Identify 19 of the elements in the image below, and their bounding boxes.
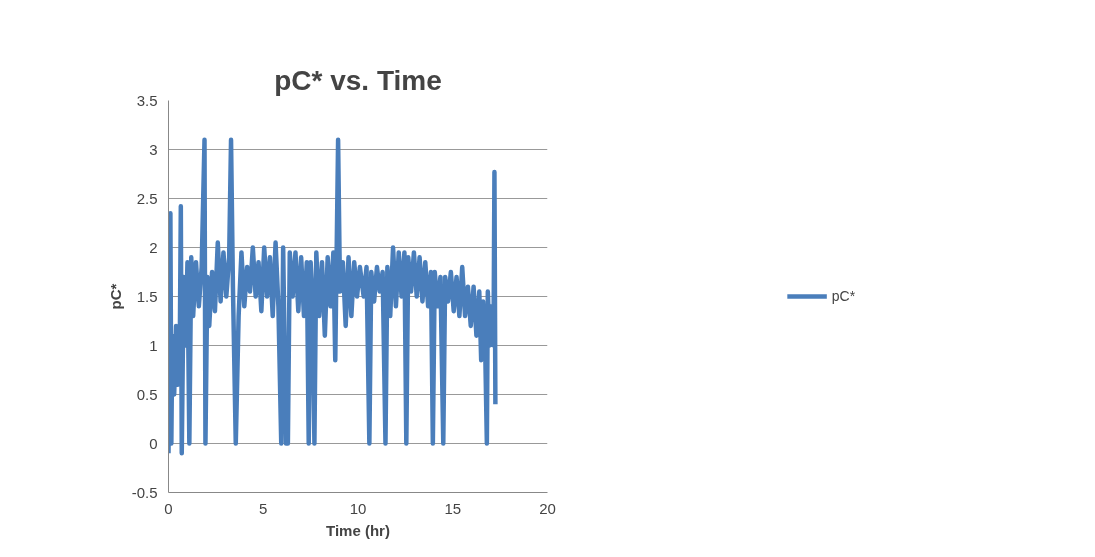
- y-tick-label: 2: [149, 238, 158, 256]
- x-tick-label: 5: [259, 499, 268, 517]
- line-series: [168, 137, 498, 456]
- x-axis-title: Time (hr): [326, 521, 390, 539]
- x-tick-label: 20: [539, 499, 556, 517]
- x-tick-label: 15: [444, 499, 462, 517]
- y-axis-title: pC*: [106, 283, 124, 310]
- y-tick-label: 0: [149, 434, 158, 452]
- legend-label: pC*: [831, 288, 856, 304]
- y-tick-label: 1.5: [136, 287, 158, 305]
- y-tick-label: -0.5: [131, 483, 158, 501]
- y-tick-label: 3.5: [136, 91, 158, 109]
- chart-title: pC* vs. Time: [274, 64, 442, 96]
- y-tick-label: 2.5: [136, 189, 158, 207]
- x-tick-label: 10: [349, 499, 367, 517]
- y-tick-label: 1: [149, 336, 158, 354]
- y-tick-label: 0.5: [136, 385, 158, 403]
- y-tick-label: 3: [149, 140, 158, 158]
- x-tick-label: 0: [164, 499, 173, 517]
